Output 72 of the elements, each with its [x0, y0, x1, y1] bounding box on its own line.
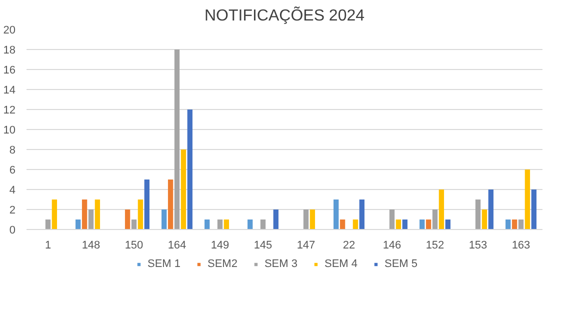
bar [389, 210, 395, 230]
bar [359, 200, 364, 230]
bar [506, 220, 511, 230]
x-tick-label: 147 [296, 240, 316, 252]
bar [340, 220, 346, 230]
y-tick-label: 18 [3, 44, 16, 56]
bar [45, 220, 51, 230]
x-tick-label: 150 [124, 240, 144, 252]
legend-label: SEM 3 [264, 258, 298, 270]
bar [396, 220, 402, 230]
bar [524, 170, 530, 230]
bar [438, 190, 444, 230]
y-tick-label: 4 [9, 184, 16, 196]
bar [488, 190, 494, 230]
bar [187, 110, 192, 230]
x-tick-label: 152 [426, 240, 444, 252]
y-tick-label: 0 [9, 224, 16, 236]
bar [475, 200, 481, 230]
bar [334, 200, 339, 230]
y-tick-label: 16 [3, 64, 16, 76]
y-tick-label: 12 [3, 104, 16, 116]
x-tick-label: 146 [382, 240, 402, 252]
y-tick-label: 14 [3, 84, 16, 96]
bar [426, 220, 432, 230]
bar [432, 210, 438, 230]
bar [162, 210, 167, 230]
bar [224, 220, 230, 230]
bar [180, 150, 186, 230]
bar [174, 50, 180, 230]
x-tick-label: 149 [210, 240, 230, 252]
y-tick-label: 10 [3, 124, 16, 136]
bar [168, 180, 174, 230]
bar [124, 210, 130, 230]
x-tick-label: 145 [254, 240, 272, 252]
bar [402, 220, 408, 230]
bar [204, 220, 210, 230]
bar [310, 210, 316, 230]
bar [144, 180, 150, 230]
bar [531, 190, 536, 230]
bar [82, 200, 88, 230]
bar [445, 220, 450, 230]
chart-title: NOTIFICAÇÕES 2024 [204, 6, 365, 24]
bar [131, 220, 137, 230]
legend-label: SEM 4 [324, 258, 358, 270]
legend-label: SEM 1 [147, 258, 180, 270]
bar [273, 210, 278, 230]
y-tick-label: 8 [9, 144, 16, 156]
y-tick-label: 2 [9, 204, 16, 216]
bar [94, 200, 100, 230]
bar [303, 210, 309, 230]
bar [482, 210, 488, 230]
bar [352, 220, 358, 230]
bar [88, 210, 94, 230]
x-tick-label: 1 [44, 240, 52, 252]
x-tick-label: 22 [342, 240, 356, 252]
legend-label: SEM 5 [384, 258, 418, 270]
bar [217, 220, 223, 230]
y-tick-label: 6 [9, 164, 16, 176]
x-tick-label: 163 [512, 240, 530, 252]
x-tick-label: 148 [82, 240, 100, 252]
bar [420, 220, 425, 230]
y-tick-label: 20 [3, 24, 16, 36]
bar [248, 220, 253, 230]
bar [138, 200, 144, 230]
bar [76, 220, 81, 230]
bar [512, 220, 518, 230]
x-tick-label: 164 [168, 240, 186, 252]
x-tick-label: 153 [468, 240, 488, 252]
bar [518, 220, 524, 230]
bar [260, 220, 266, 230]
bar [52, 200, 58, 230]
legend-label: SEM2 [208, 258, 238, 270]
